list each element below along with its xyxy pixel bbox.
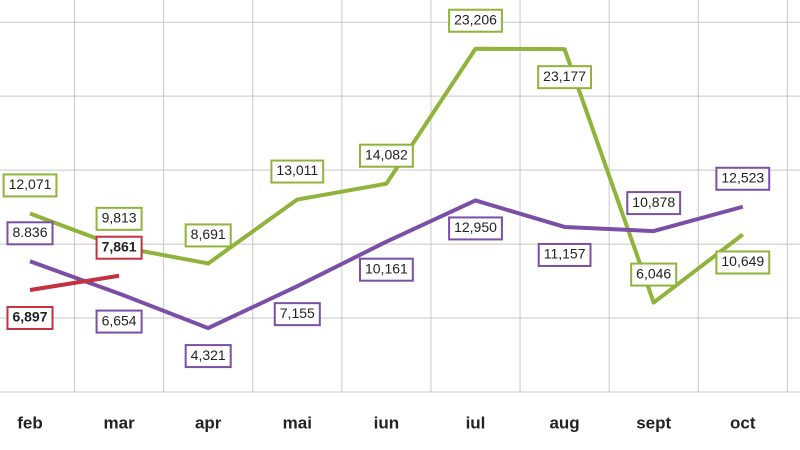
data-label-text: 10,878: [632, 194, 675, 210]
data-label: 6,046: [630, 262, 678, 287]
data-label-box: [537, 242, 592, 267]
data-label-box: [184, 223, 232, 248]
data-label: 10,161: [358, 257, 414, 282]
data-label-text: 6,654: [102, 312, 137, 328]
data-label: 7,155: [273, 302, 321, 327]
data-label: 9,813: [95, 206, 143, 231]
data-label-text: 12,071: [9, 176, 52, 192]
data-label-text: 4,321: [191, 347, 226, 363]
data-label-text: 7,861: [102, 238, 137, 254]
data-label-text: 6,046: [636, 265, 671, 281]
x-tick-label: aug: [549, 413, 579, 432]
data-label-text: 8.836: [12, 224, 47, 240]
x-tick-label: mar: [104, 413, 136, 432]
data-label: 14,082: [358, 143, 414, 168]
data-label-text: 11,157: [544, 246, 586, 262]
data-label: 13,011: [270, 159, 325, 184]
data-label-box: [273, 302, 321, 327]
data-label: 8,691: [184, 223, 232, 248]
data-label-text: 10,649: [721, 253, 764, 269]
data-label: 4,321: [184, 344, 232, 369]
data-label: 12,950: [448, 216, 503, 241]
data-label-box: [448, 8, 503, 33]
data-label-text: 9,813: [102, 210, 137, 226]
data-label-text: 12,950: [454, 219, 497, 235]
data-label-box: [715, 250, 771, 275]
data-label: 11,157: [537, 242, 592, 267]
data-label: 23,206: [448, 8, 503, 33]
data-label-box: [537, 65, 593, 90]
data-label-box: [626, 191, 682, 216]
x-tick-label: iul: [466, 413, 486, 432]
x-tick-label: oct: [730, 413, 756, 432]
data-label-box: [6, 305, 54, 330]
data-label: 7,861: [95, 235, 143, 260]
data-label-text: 23,206: [454, 11, 497, 27]
x-tick-label: iun: [374, 413, 400, 432]
data-label-box: [358, 257, 414, 282]
x-tick-label: feb: [17, 413, 43, 432]
data-label-text: 6,897: [12, 309, 47, 325]
data-label-text: 8,691: [191, 226, 226, 242]
series-line: [29, 46, 745, 305]
data-label-box: [95, 309, 143, 334]
data-label-text: 23,177: [543, 68, 586, 84]
data-label: 10,649: [715, 250, 771, 275]
data-label: 12,071: [2, 173, 58, 198]
data-label-box: [358, 143, 414, 168]
series-line: [29, 198, 744, 331]
data-label-text: 12,523: [721, 169, 764, 185]
data-label-box: [95, 235, 143, 260]
data-label-box: [270, 159, 325, 184]
x-tick-label: apr: [195, 413, 222, 432]
data-label: 10,878: [626, 191, 682, 216]
series-line: [29, 273, 120, 292]
data-label-box: [630, 262, 678, 287]
data-label-box: [184, 344, 232, 369]
data-label: 8.836: [6, 221, 54, 246]
data-label-text: 10,161: [365, 260, 408, 276]
data-label-box: [448, 216, 503, 241]
data-label: 6,654: [95, 309, 143, 334]
data-label: 6,897: [6, 305, 54, 330]
data-label-text: 13,011: [276, 162, 318, 178]
x-tick-label: mai: [283, 413, 312, 432]
data-label-box: [715, 166, 771, 191]
data-label: 12,523: [715, 166, 771, 191]
data-label-box: [6, 221, 54, 246]
data-label-text: 14,082: [365, 146, 408, 162]
data-label: 23,177: [537, 65, 593, 90]
data-label-box: [2, 173, 58, 198]
data-label-box: [95, 206, 143, 231]
data-label-text: 7,155: [280, 305, 315, 321]
x-tick-label: sept: [636, 413, 671, 432]
